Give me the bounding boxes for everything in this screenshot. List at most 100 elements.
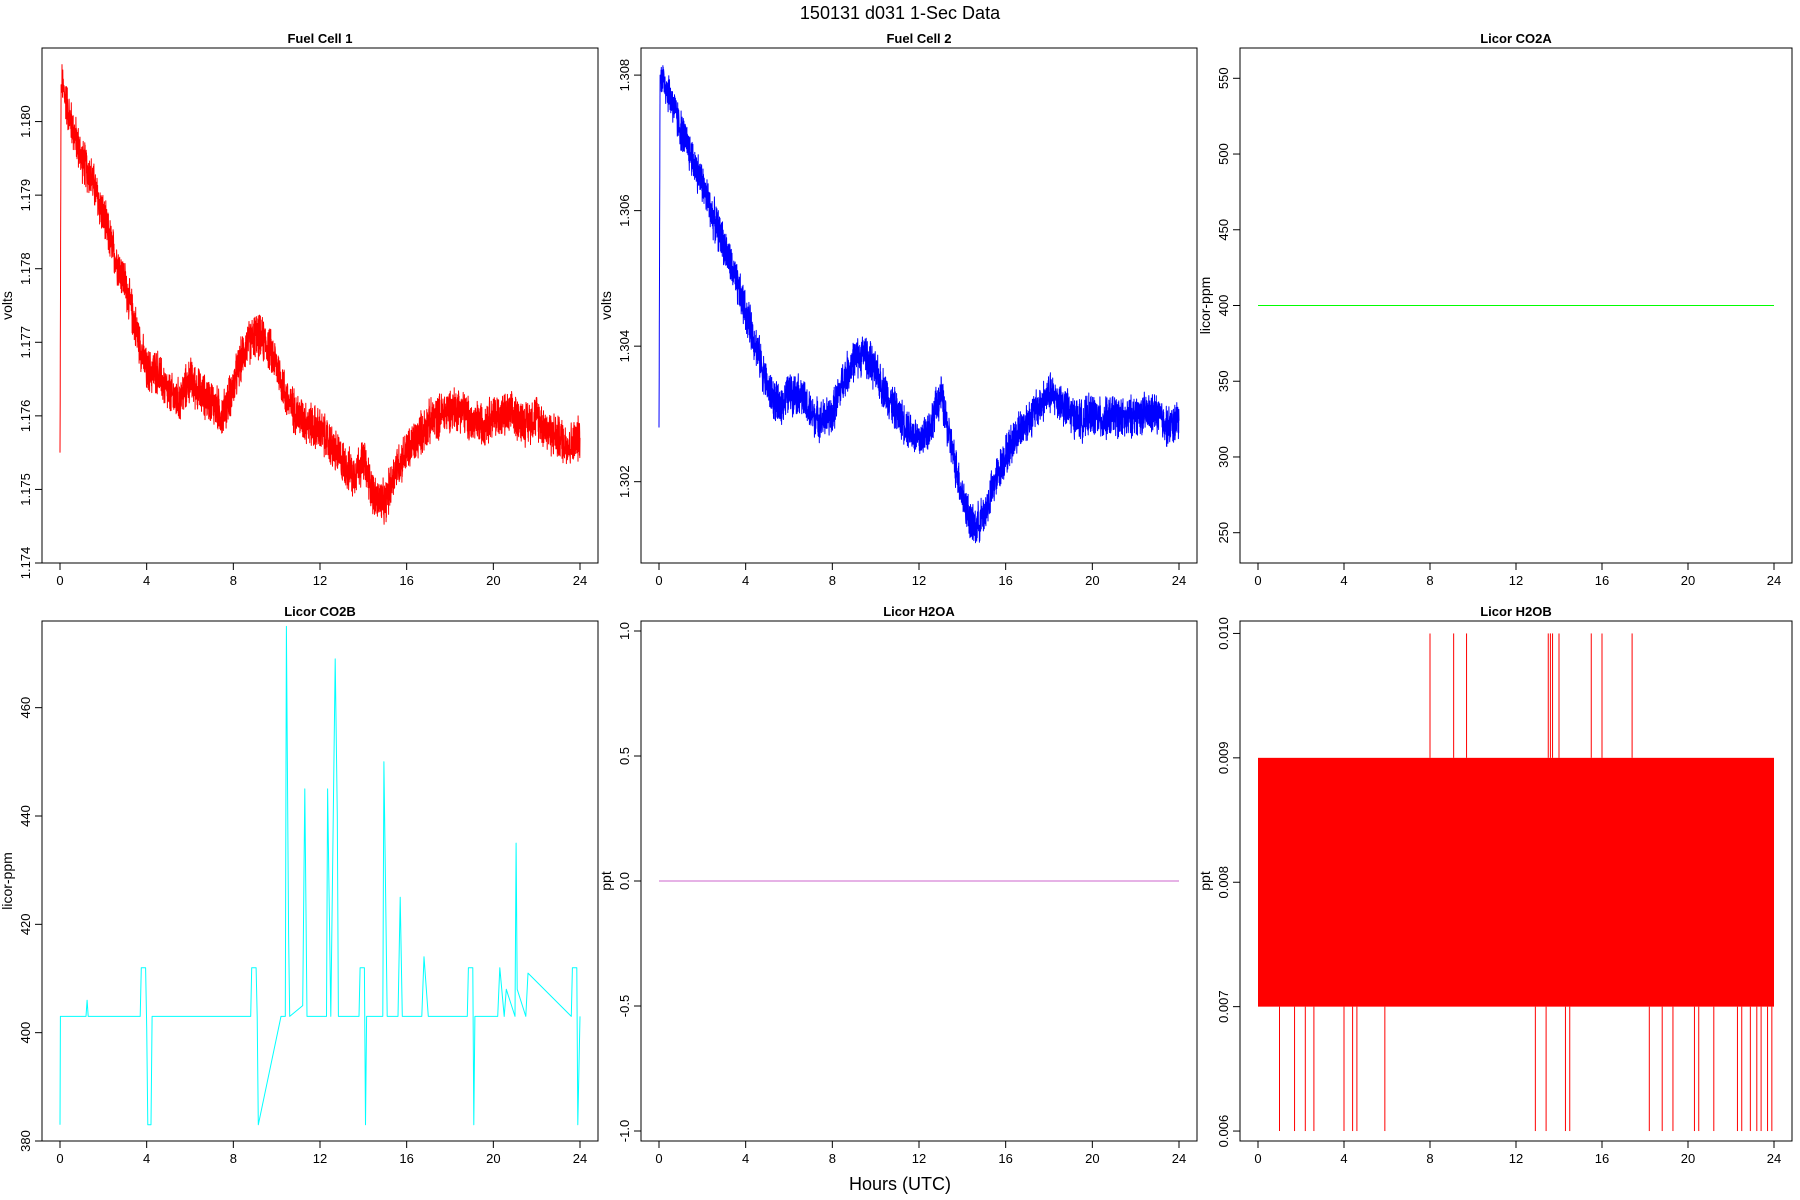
series-line bbox=[59, 64, 581, 525]
plot-area bbox=[59, 64, 581, 525]
x-tick-label: 8 bbox=[230, 1151, 237, 1166]
x-tick-label: 20 bbox=[486, 573, 500, 588]
y-tick-label: 1.308 bbox=[617, 59, 632, 92]
x-tick-label: 12 bbox=[912, 573, 926, 588]
x-tick-label: 16 bbox=[1595, 573, 1609, 588]
x-tick-label: 20 bbox=[1681, 573, 1695, 588]
x-tick-label: 0 bbox=[655, 573, 662, 588]
y-tick-label: 1.174 bbox=[18, 547, 33, 580]
panel-title: Licor H2OB bbox=[1480, 604, 1552, 619]
x-tick-label: 16 bbox=[1595, 1151, 1609, 1166]
y-tick-label: 1.178 bbox=[18, 252, 33, 285]
x-axis-label: Hours (UTC) bbox=[849, 1174, 951, 1194]
plot-area bbox=[59, 625, 581, 1126]
y-tick-label: 380 bbox=[18, 1130, 33, 1152]
x-tick-label: 8 bbox=[1426, 573, 1433, 588]
x-tick-label: 4 bbox=[143, 573, 150, 588]
x-tick-label: 4 bbox=[742, 573, 749, 588]
y-tick-label: -1.0 bbox=[617, 1120, 632, 1142]
y-tick-label: 1.302 bbox=[617, 465, 632, 498]
plot-frame bbox=[41, 620, 599, 1142]
x-tick-label: 4 bbox=[1340, 1151, 1347, 1166]
panel-licor-h2oa: Licor H2OA ppt 0 4 8 12 16 20 24 -1.0 -0.5 0.0 0.5 1.… bbox=[598, 604, 1198, 1166]
x-tick-label: 4 bbox=[1340, 573, 1347, 588]
panel-licor-h2ob: Licor H2OB ppt 0 4 8 12 16 20 24 0.006 0.007 0.008 0… bbox=[1197, 604, 1793, 1166]
y-tick-label: 0.0 bbox=[617, 872, 632, 890]
x-tick-label: 8 bbox=[829, 1151, 836, 1166]
y-axis-label: licor-ppm bbox=[0, 852, 15, 910]
y-tick-label: 0.009 bbox=[1216, 742, 1231, 775]
x-tick-label: 0 bbox=[56, 573, 63, 588]
plot-area bbox=[1258, 633, 1774, 1132]
y-tick-label: 0.007 bbox=[1216, 990, 1231, 1023]
panel-title: Licor H2OA bbox=[883, 604, 955, 619]
x-tick-label: 24 bbox=[1172, 1151, 1186, 1166]
x-tick-label: 12 bbox=[912, 1151, 926, 1166]
x-tick-label: 16 bbox=[998, 573, 1012, 588]
y-tick-label: 1.0 bbox=[617, 622, 632, 640]
y-axis-label: ppt bbox=[1197, 871, 1213, 891]
x-tick-label: 12 bbox=[313, 1151, 327, 1166]
x-tick-label: 16 bbox=[998, 1151, 1012, 1166]
y-axis-label: licor-ppm bbox=[1197, 277, 1213, 335]
plot-frame bbox=[640, 47, 1198, 564]
y-tick-label: 400 bbox=[1216, 295, 1231, 317]
x-tick-label: 24 bbox=[1767, 573, 1781, 588]
x-tick-label: 8 bbox=[1426, 1151, 1433, 1166]
x-tick-label: 20 bbox=[486, 1151, 500, 1166]
y-axis-label: ppt bbox=[598, 871, 614, 891]
x-tick-label: 24 bbox=[573, 1151, 587, 1166]
y-tick-label: 1.175 bbox=[18, 473, 33, 506]
y-tick-label: 1.306 bbox=[617, 194, 632, 227]
figure-title: 150131 d031 1-Sec Data bbox=[800, 3, 1001, 23]
plot-frame bbox=[41, 47, 599, 564]
x-tick-label: 0 bbox=[1254, 573, 1261, 588]
y-tick-label: 1.176 bbox=[18, 400, 33, 433]
panel-fuel-cell-1: Fuel Cell 1 volts 0 4 8 12 16 20 24 1.174 1.175 1.1… bbox=[0, 31, 599, 588]
x-tick-label: 8 bbox=[230, 573, 237, 588]
y-tick-label: 1.177 bbox=[18, 326, 33, 359]
y-tick-label: 450 bbox=[1216, 219, 1231, 241]
panel-fuel-cell-2: Fuel Cell 2 volts 0 4 8 12 16 20 24 1.302 1.304 1.3… bbox=[598, 31, 1198, 588]
y-tick-label: 350 bbox=[1216, 370, 1231, 392]
x-tick-label: 8 bbox=[829, 573, 836, 588]
x-tick-label: 20 bbox=[1085, 1151, 1099, 1166]
y-tick-label: 0.006 bbox=[1216, 1115, 1231, 1148]
series-line bbox=[59, 625, 581, 1126]
panel-title: Fuel Cell 2 bbox=[886, 31, 951, 46]
x-tick-label: 0 bbox=[56, 1151, 63, 1166]
y-tick-label: 0.010 bbox=[1216, 617, 1231, 650]
y-axis-label: volts bbox=[0, 291, 15, 320]
y-tick-label: 420 bbox=[18, 913, 33, 935]
y-tick-label: 1.180 bbox=[18, 105, 33, 138]
x-tick-label: 16 bbox=[399, 1151, 413, 1166]
panel-title: Fuel Cell 1 bbox=[287, 31, 352, 46]
x-tick-label: 12 bbox=[1509, 573, 1523, 588]
x-tick-label: 0 bbox=[655, 1151, 662, 1166]
y-tick-label: 1.179 bbox=[18, 179, 33, 212]
x-tick-label: 20 bbox=[1085, 573, 1099, 588]
y-tick-label: 550 bbox=[1216, 67, 1231, 89]
x-tick-label: 16 bbox=[399, 573, 413, 588]
plot-area bbox=[658, 65, 1180, 544]
y-tick-label: 400 bbox=[18, 1022, 33, 1044]
y-tick-label: 460 bbox=[18, 697, 33, 719]
x-tick-label: 12 bbox=[1509, 1151, 1523, 1166]
panel-licor-co2b: Licor CO2B licor-ppm 0 4 8 12 16 20 24 380 400 420 4… bbox=[0, 604, 599, 1166]
series-band bbox=[1258, 757, 1774, 1007]
panel-title: Licor CO2B bbox=[284, 604, 356, 619]
x-tick-label: 24 bbox=[573, 573, 587, 588]
y-tick-label: 250 bbox=[1216, 522, 1231, 544]
panel-title: Licor CO2A bbox=[1480, 31, 1552, 46]
y-tick-label: 0.5 bbox=[617, 747, 632, 765]
x-tick-label: 0 bbox=[1254, 1151, 1261, 1166]
y-tick-label: -0.5 bbox=[617, 995, 632, 1017]
x-tick-label: 24 bbox=[1172, 573, 1186, 588]
x-tick-label: 4 bbox=[143, 1151, 150, 1166]
series-line bbox=[658, 65, 1180, 544]
y-axis-label: volts bbox=[598, 291, 614, 320]
y-tick-label: 0.008 bbox=[1216, 866, 1231, 899]
panel-licor-co2a: Licor CO2A licor-ppm 0 4 8 12 16 20 24 250 300 350 4… bbox=[1197, 31, 1793, 588]
y-tick-label: 500 bbox=[1216, 143, 1231, 165]
